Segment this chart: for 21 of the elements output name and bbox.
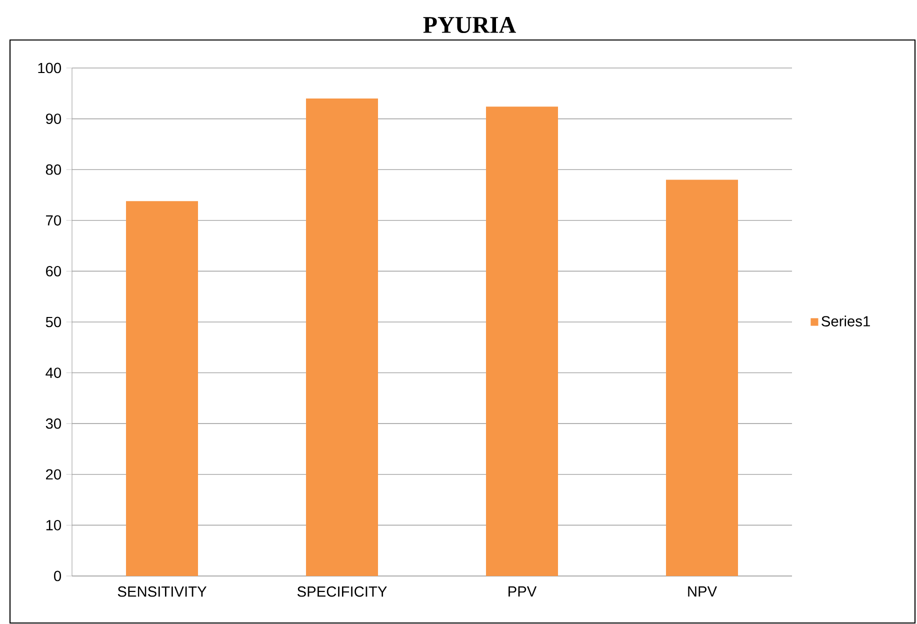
y-tick-label: 60 [46,266,62,276]
x-tick-label: SPECIFICITY [297,586,387,597]
y-tick-label: 100 [38,62,62,74]
y-tick-label: 10 [46,520,62,530]
y-tick-label: 90 [46,114,62,124]
y-tick-label: 30 [46,418,62,429]
bar [126,201,198,576]
x-tick-label: NPV [688,586,717,596]
y-tick-label: 0 [54,570,62,582]
chart-title: PYURIA [423,16,516,34]
bar [486,106,558,576]
y-tick-label: 80 [46,164,62,175]
legend-label: Series1 [822,316,870,326]
bar [306,98,378,576]
y-tick-label: 50 [46,316,62,328]
y-tick-label: 70 [46,215,62,226]
x-tick-label: PPV [508,586,537,596]
bar [666,180,738,576]
y-tick-label: 20 [46,469,62,480]
y-tick-label: 40 [46,368,62,378]
x-tick-label: SENSITIVITY [118,586,207,597]
